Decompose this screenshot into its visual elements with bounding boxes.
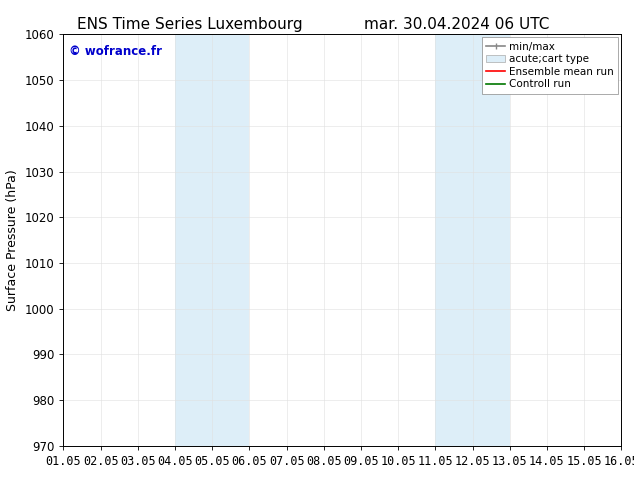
Bar xyxy=(436,34,510,446)
Text: ENS Time Series Luxembourg: ENS Time Series Luxembourg xyxy=(77,17,303,32)
Text: © wofrance.fr: © wofrance.fr xyxy=(69,45,162,58)
Bar xyxy=(175,34,249,446)
Legend: min/max, acute;cart type, Ensemble mean run, Controll run: min/max, acute;cart type, Ensemble mean … xyxy=(482,37,618,94)
Y-axis label: Surface Pressure (hPa): Surface Pressure (hPa) xyxy=(6,169,19,311)
Text: mar. 30.04.2024 06 UTC: mar. 30.04.2024 06 UTC xyxy=(364,17,549,32)
